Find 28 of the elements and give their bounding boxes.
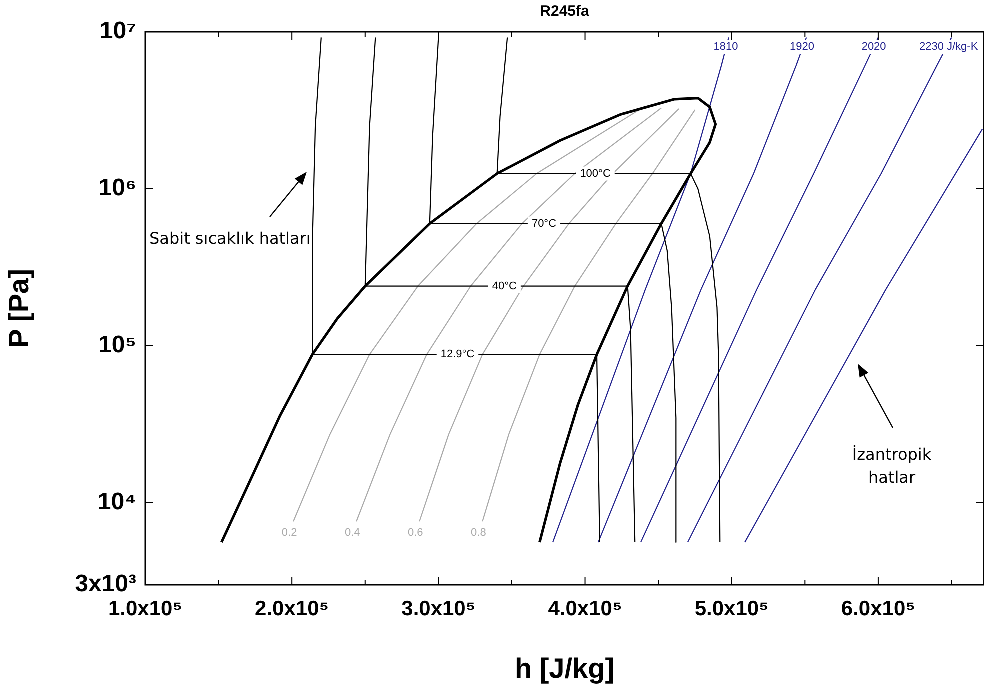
x-tick-label: 6.0x10⁵ (841, 597, 916, 620)
y-tick-label: 10⁵ (98, 332, 136, 359)
annotation: 1810 (714, 41, 738, 54)
annotation: 2230 J/kg-K (919, 41, 979, 54)
y-tick-label: 10⁴ (98, 488, 136, 516)
annotation: 2020 (862, 41, 886, 54)
x-tick-label: 5.0x10⁵ (694, 597, 769, 620)
x-tick-label: 4.0x10⁵ (548, 597, 622, 620)
y-axis-title: P [Pa] (4, 269, 35, 348)
x-tick-label: 2.0x10⁵ (255, 597, 330, 620)
x-tick-label: 1.0x10⁵ (108, 597, 183, 620)
annotation: 12.9°C (440, 348, 475, 361)
annotation: 40°C (492, 280, 517, 292)
x-axis-title: h [J/kg] (514, 652, 615, 684)
annotation: 100°C (580, 168, 611, 180)
x-tick-label: 3.0x10⁵ (402, 597, 476, 620)
y-tick-label: 3x10³ (75, 570, 136, 598)
annotation: Sabit sıcaklık hatları (150, 228, 311, 250)
y-tick-label: 10⁶ (98, 174, 136, 202)
y-tick-label: 10⁷ (100, 18, 136, 45)
series-label: 0.8 (471, 527, 486, 540)
series-label: 0.2 (282, 527, 298, 540)
annotation: İzantropik hatlar (851, 444, 933, 490)
chart-title: R245fa (540, 3, 590, 20)
series-label: 0.4 (344, 527, 360, 540)
series-label: 0.6 (408, 527, 424, 540)
annotation: 1920 (790, 41, 814, 54)
annotation: 70°C (532, 218, 557, 230)
